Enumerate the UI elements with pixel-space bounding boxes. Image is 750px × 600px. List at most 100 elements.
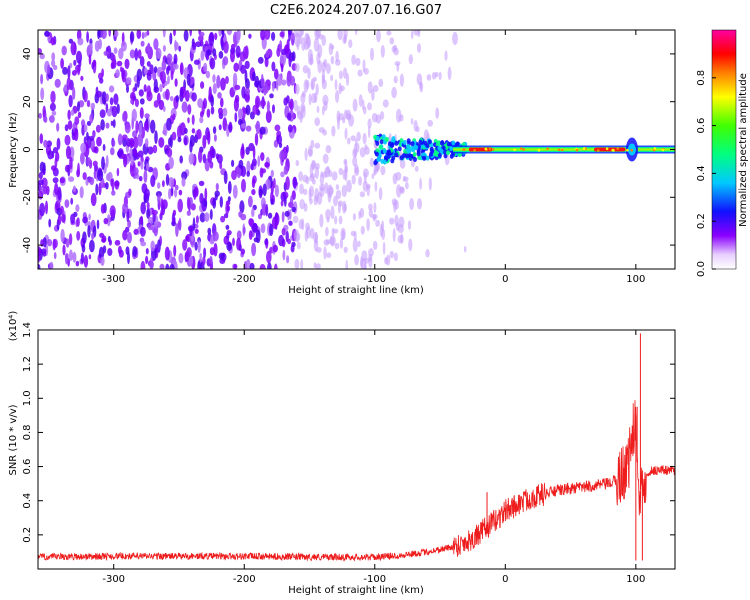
heatmap-cell [254,75,260,88]
heatmap-cell [260,152,265,162]
heatmap-cell [248,33,252,39]
heatmap-cell [67,109,71,121]
heatmap-cell [38,190,44,200]
heatmap-cell [330,205,335,220]
heatmap-cell [199,192,204,205]
heatmap-cell [47,36,51,42]
x-tick-label: -300 [102,574,125,585]
heatmap-cell [398,216,405,228]
heatmap-cell [379,223,384,237]
heatmap-cell [292,215,299,224]
heatmap-cell [139,98,145,105]
heatmap-cell [198,35,204,42]
heatmap-cell [281,228,286,236]
heatmap-cell [239,200,245,214]
heatmap-cell [391,198,398,206]
heatmap-cell [61,45,67,56]
heatmap-cell [244,87,251,95]
heatmap-cell [265,110,272,123]
heatmap-cell [62,244,66,256]
heatmap-cell [215,183,219,191]
heatmap-cell [49,115,55,123]
heatmap-cell [351,54,356,66]
heatmap-cell [181,101,188,113]
heatmap-cell [178,217,182,231]
heatmap-cell [39,202,46,217]
heatmap-cell [38,112,42,119]
heatmap-cell [399,186,405,193]
heatmap-cell [45,200,48,215]
heatmap-cell [378,78,384,88]
heatmap-cell [226,205,231,212]
heatmap-cell [174,188,178,198]
heatmap-cell [240,146,245,160]
heatmap-cell [236,230,242,240]
heatmap-cell [330,44,335,50]
heatmap-cell [92,160,98,167]
heatmap-cell [582,147,586,150]
heatmap-cell [97,169,104,182]
heatmap-cell [65,252,69,260]
heatmap-cell [171,212,175,226]
heatmap-cell [519,147,523,150]
heatmap-cell [153,66,158,74]
heatmap-cell [234,112,238,123]
heatmap-cell [575,148,579,152]
heatmap-cell [147,223,154,231]
heatmap-cell [60,58,64,69]
heatmap-cell [146,208,151,220]
heatmap-cell [85,178,89,186]
heatmap-cell [217,92,222,99]
heatmap-cell [53,64,58,71]
heatmap-cell [245,125,252,132]
heatmap-cell [288,53,292,68]
heatmap-cell [271,81,275,92]
heatmap-cell [325,239,331,245]
heatmap-cell [64,199,70,208]
heatmap-cell [299,183,304,195]
heatmap-cell [144,120,148,131]
heatmap-cell [173,30,176,37]
heatmap-cell [323,100,328,112]
heatmap-cell [168,137,172,147]
heatmap-cell [157,239,161,253]
heatmap-cell [39,161,45,173]
heatmap-cell [298,171,304,182]
heatmap-cell [380,111,385,120]
heatmap-cell [145,248,149,255]
heatmap-cell [226,30,233,36]
heatmap-cell [176,125,182,139]
heatmap-cell [382,148,387,154]
heatmap-cell [170,70,174,81]
heatmap-cell [298,34,303,45]
heatmap-cell [165,173,170,186]
heatmap-cell [373,160,378,166]
heatmap-cell [102,144,106,151]
heatmap-cell [221,30,225,39]
colorbar-label: Normalized spectral amplitude [738,73,749,227]
heatmap-cell [51,165,57,172]
heatmap-cell [222,117,228,131]
heatmap-cell [66,77,72,90]
heatmap-cell [144,188,150,199]
heatmap-cell [169,32,173,45]
heatmap-cell [206,108,211,118]
heatmap-cell [248,195,253,208]
heatmap-cell [387,141,392,147]
heatmap-cell [189,30,192,37]
heatmap-cell [207,150,213,164]
heatmap-cell [425,249,430,258]
heatmap-cell [147,146,154,155]
heatmap-cell [216,154,223,164]
heatmap-cell [47,150,54,160]
heatmap-cell [240,248,246,255]
heatmap-cell [387,149,391,155]
heatmap-cell [291,51,296,62]
heatmap-cell [112,139,116,147]
heatmap-cell [249,262,255,269]
heatmap-cell [382,159,387,165]
heatmap-cell [153,100,159,108]
heatmap-cell [168,188,172,200]
heatmap-cell [105,122,110,129]
heatmap-cell [187,117,190,124]
